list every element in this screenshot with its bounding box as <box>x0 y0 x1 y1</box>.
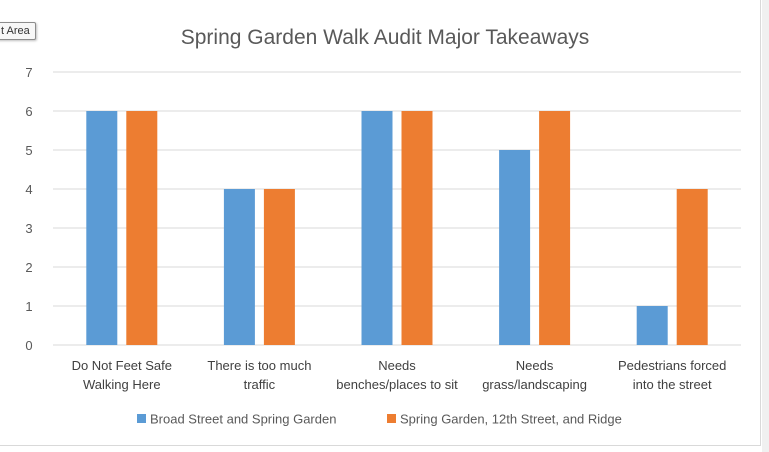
y-tick-label: 7 <box>25 65 32 80</box>
bars <box>86 111 708 345</box>
category-label: Needs <box>516 358 554 373</box>
category-label: Pedestrians forced <box>618 358 726 373</box>
bar-series-0-cat-4[interactable] <box>636 306 668 345</box>
category-label: grass/landscaping <box>482 377 587 392</box>
category-label: Needs <box>378 358 416 373</box>
y-tick-label: 4 <box>25 182 32 197</box>
category-label: Do Not Feet Safe <box>72 358 172 373</box>
y-tick-label: 5 <box>25 143 32 158</box>
category-label: into the street <box>633 377 712 392</box>
category-label: Walking Here <box>83 377 161 392</box>
bar-series-1-cat-0[interactable] <box>126 111 158 345</box>
legend-swatch-1 <box>387 414 396 423</box>
y-axis-ticks: 0 1 2 3 4 5 6 7 <box>25 65 32 353</box>
legend-label-0[interactable]: Broad Street and Spring Garden <box>150 412 336 427</box>
legend: Broad Street and Spring Garden Spring Gar… <box>137 412 622 427</box>
category-label: There is too much <box>207 358 311 373</box>
bar-series-0-cat-0[interactable] <box>86 111 118 345</box>
y-tick-label: 1 <box>25 299 32 314</box>
bar-series-1-cat-3[interactable] <box>539 111 571 345</box>
bar-series-1-cat-1[interactable] <box>263 189 295 345</box>
window-edge <box>762 0 769 452</box>
y-tick-label: 3 <box>25 221 32 236</box>
x-axis-categories: Do Not Feet Safe Walking Here There is too… <box>72 358 727 392</box>
legend-swatch-0 <box>137 414 146 423</box>
y-tick-label: 0 <box>25 338 32 353</box>
bar-series-1-cat-4[interactable] <box>676 189 708 345</box>
gridlines <box>53 71 741 346</box>
bar-series-0-cat-3[interactable] <box>499 150 531 345</box>
chart-title: Spring Garden Walk Audit Major Takeaways <box>181 26 590 49</box>
y-tick-label: 2 <box>25 260 32 275</box>
chart-area-tooltip: t Area <box>0 22 36 40</box>
category-label: benches/places to sit <box>336 377 458 392</box>
category-label: traffic <box>244 377 276 392</box>
bar-series-0-cat-2[interactable] <box>361 111 393 345</box>
bar-series-0-cat-1[interactable] <box>223 189 255 345</box>
y-tick-label: 6 <box>25 104 32 119</box>
bar-series-1-cat-2[interactable] <box>401 111 433 345</box>
legend-label-1[interactable]: Spring Garden, 12th Street, and Ridge <box>400 412 622 427</box>
